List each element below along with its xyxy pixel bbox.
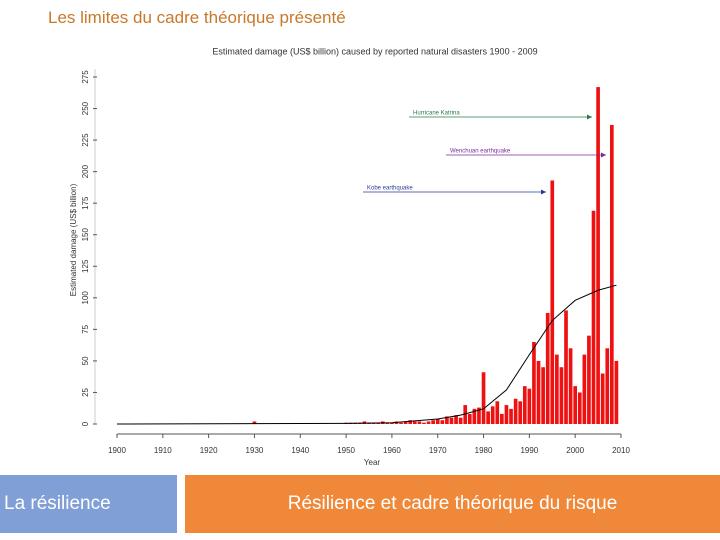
- bar: [545, 312, 550, 424]
- x-axis-label: Year: [364, 458, 381, 467]
- bar: [252, 421, 257, 424]
- bar: [467, 413, 472, 424]
- y-tick-label: 125: [81, 259, 90, 273]
- bar: [577, 392, 582, 424]
- bar: [454, 415, 458, 424]
- bar: [610, 124, 614, 424]
- bar: [564, 310, 568, 424]
- bar: [399, 422, 403, 424]
- x-tick-label: 1950: [337, 446, 355, 455]
- bar: [477, 407, 481, 424]
- y-tick-label: 250: [81, 101, 90, 115]
- y-tick-label: 75: [81, 324, 90, 333]
- bar: [582, 354, 587, 424]
- bar: [573, 386, 578, 424]
- x-tick-label: 2010: [612, 446, 630, 455]
- bar: [445, 416, 449, 424]
- bar: [591, 210, 596, 424]
- bar: [426, 421, 431, 424]
- x-tick-label: 1990: [520, 446, 538, 455]
- y-tick-label: 100: [81, 291, 90, 305]
- bar: [518, 401, 523, 424]
- bar: [513, 398, 518, 424]
- bar: [408, 420, 413, 424]
- x-tick-label: 1900: [108, 446, 126, 455]
- bar: [481, 372, 486, 424]
- y-tick-label: 200: [81, 164, 90, 178]
- bar: [596, 87, 600, 424]
- bar: [422, 422, 426, 424]
- y-tick-label: 150: [81, 228, 90, 242]
- chart-title: Estimated damage (US$ billion) caused by…: [212, 46, 537, 56]
- footer-left: La résilience: [0, 475, 177, 533]
- x-tick-label: 2000: [566, 446, 584, 455]
- bar: [458, 417, 463, 424]
- bar: [463, 405, 468, 424]
- bar: [390, 422, 394, 424]
- bar: [559, 367, 564, 424]
- x-tick-label: 1920: [200, 446, 218, 455]
- bar: [403, 421, 408, 424]
- y-tick-label: 225: [81, 133, 90, 147]
- x-tick-label: 1960: [383, 446, 401, 455]
- bar: [541, 367, 545, 424]
- y-tick-label: 0: [81, 421, 90, 426]
- bar: [435, 418, 440, 424]
- bar: [555, 354, 559, 424]
- bar: [504, 405, 509, 424]
- x-tick-label: 1910: [154, 446, 172, 455]
- arrow-head: [541, 189, 546, 195]
- bar: [440, 420, 445, 424]
- bar: [550, 180, 555, 424]
- bar: [449, 417, 454, 424]
- bar: [495, 401, 500, 424]
- bar: [600, 373, 605, 424]
- bar: [509, 408, 513, 424]
- bar: [522, 386, 527, 424]
- slide-title: Les limites du cadre théorique présenté: [48, 8, 346, 27]
- bar: [417, 421, 422, 424]
- annotation: Wenchuan earthquake: [450, 149, 511, 155]
- annotation: Kobe earthquake: [367, 186, 413, 192]
- bar: [486, 411, 490, 424]
- arrow-head: [601, 152, 606, 158]
- bar: [614, 360, 619, 424]
- y-tick-label: 25: [81, 387, 90, 396]
- bar: [605, 348, 610, 424]
- y-axis-label: Estimated damage (US$ billion): [69, 183, 78, 296]
- bar: [500, 413, 504, 424]
- trend-line: [116, 284, 617, 425]
- x-tick-label: 1940: [291, 446, 309, 455]
- bar: [431, 420, 435, 424]
- bar: [472, 408, 477, 424]
- bar: [385, 422, 390, 424]
- x-tick-label: 1970: [429, 446, 447, 455]
- annotation: Hurricane Katrina: [413, 111, 460, 117]
- bar: [412, 421, 417, 424]
- footer-right: Résilience et cadre théorique du risque: [185, 475, 720, 533]
- bar: [527, 388, 532, 424]
- y-tick-label: 50: [81, 356, 90, 365]
- x-tick-label: 1930: [246, 446, 264, 455]
- y-tick-label: 175: [81, 196, 90, 210]
- bar: [490, 406, 495, 424]
- arrow-head: [587, 114, 592, 120]
- bar: [536, 360, 541, 424]
- bar: [587, 335, 591, 424]
- y-tick-label: 275: [81, 70, 90, 84]
- x-tick-label: 1980: [475, 446, 493, 455]
- chart: Estimated damage (US$ billion) caused by…: [69, 46, 630, 467]
- bar: [568, 348, 573, 424]
- bar: [532, 341, 536, 424]
